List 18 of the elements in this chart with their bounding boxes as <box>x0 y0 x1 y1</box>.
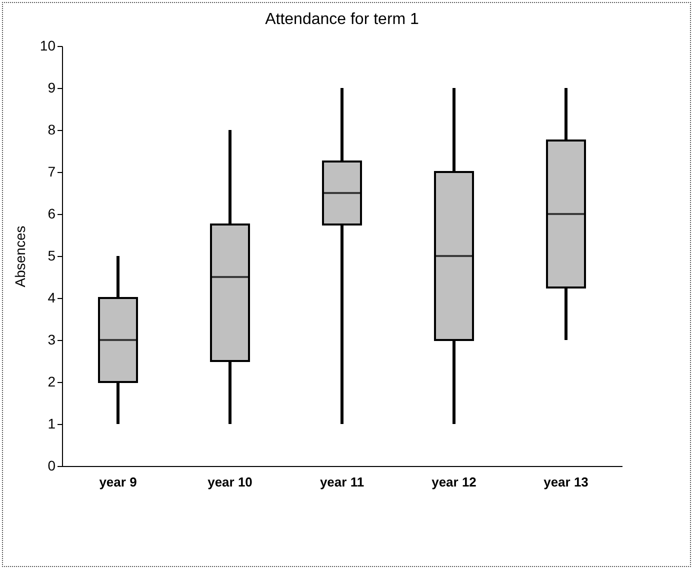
chart-title: Attendance for term 1 <box>265 11 420 28</box>
x-tick-label: year 12 <box>432 474 476 490</box>
y-tick-label: 1 <box>48 416 56 432</box>
x-tick-label: year 10 <box>208 474 252 490</box>
x-tick-label: year 13 <box>544 474 588 490</box>
y-tick-label: 9 <box>48 80 56 96</box>
y-tick-label: 2 <box>48 374 56 390</box>
y-tick-label: 5 <box>48 248 56 264</box>
x-tick-label: year 9 <box>99 474 137 490</box>
y-axis-title: Absences <box>12 226 28 288</box>
y-tick-label: 0 <box>48 458 56 474</box>
y-tick-label: 8 <box>48 122 56 138</box>
y-tick-label: 7 <box>48 164 56 180</box>
x-tick-label: year 11 <box>320 474 364 490</box>
y-tick-label: 6 <box>48 206 56 222</box>
y-tick-label: 4 <box>48 290 56 306</box>
y-tick-label: 10 <box>40 38 56 54</box>
y-tick-label: 3 <box>48 332 56 348</box>
